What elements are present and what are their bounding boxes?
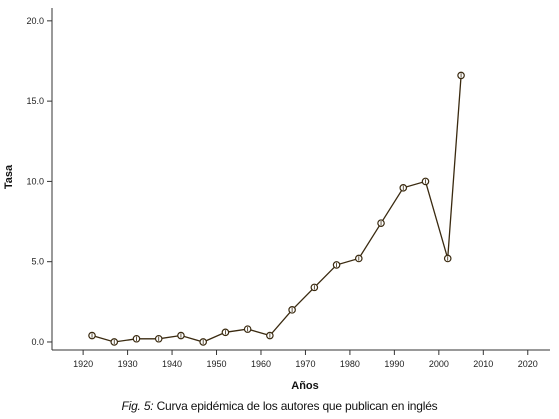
x-tick-label: 1950 (207, 359, 227, 369)
x-tick-label: 2020 (518, 359, 538, 369)
x-axis-title: Años (291, 380, 319, 392)
x-tick-label: 1990 (384, 359, 404, 369)
data-point (266, 331, 274, 340)
data-point (154, 334, 163, 343)
x-tick-label: 1970 (295, 359, 315, 369)
caption-text: Curva epidémica de los autores que publi… (153, 399, 438, 413)
y-axis-title: Tasa (3, 164, 15, 189)
series-line (88, 71, 465, 346)
y-tick-label: 20.0 (26, 16, 44, 26)
x-tick-label: 2010 (473, 359, 493, 369)
data-point (310, 283, 319, 292)
data-point (421, 177, 430, 186)
data-point (355, 254, 363, 263)
y-tick-label: 5.0 (31, 257, 44, 267)
y-tick-label: 15.0 (26, 96, 44, 106)
x-tick-label: 2000 (429, 359, 449, 369)
y-tick-label: 0.0 (31, 337, 44, 347)
data-point (457, 71, 465, 80)
data-point (221, 328, 230, 337)
data-point (88, 331, 96, 340)
line-chart: 0.0 5.0 10.0 15.0 20.0 1920 1930 1940 1950 1960 19… (3, 8, 550, 392)
ticks: 0.0 5.0 10.0 15.0 20.0 1920 1930 1940 1950 1960 19… (26, 16, 537, 369)
x-tick-label: 1920 (73, 359, 93, 369)
series-path (91, 75, 462, 343)
data-point (332, 261, 341, 269)
data-point (110, 338, 119, 346)
data-point (177, 331, 185, 340)
data-point (443, 254, 452, 263)
x-tick-label: 1940 (162, 359, 182, 369)
x-tick-label: 1960 (251, 359, 271, 369)
axes (51, 8, 550, 351)
x-tick-label: 1980 (340, 359, 360, 369)
data-point (377, 219, 385, 227)
figure-caption: Fig. 5: Curva epidémica de los autores q… (0, 399, 559, 413)
y-tick-label: 10.0 (26, 176, 44, 186)
data-point (288, 306, 296, 314)
caption-label: Fig. 5: (121, 399, 154, 413)
data-point (399, 184, 408, 192)
data-point (243, 325, 252, 333)
x-tick-label: 1930 (118, 359, 138, 369)
data-point (199, 338, 207, 346)
data-point (132, 334, 141, 343)
